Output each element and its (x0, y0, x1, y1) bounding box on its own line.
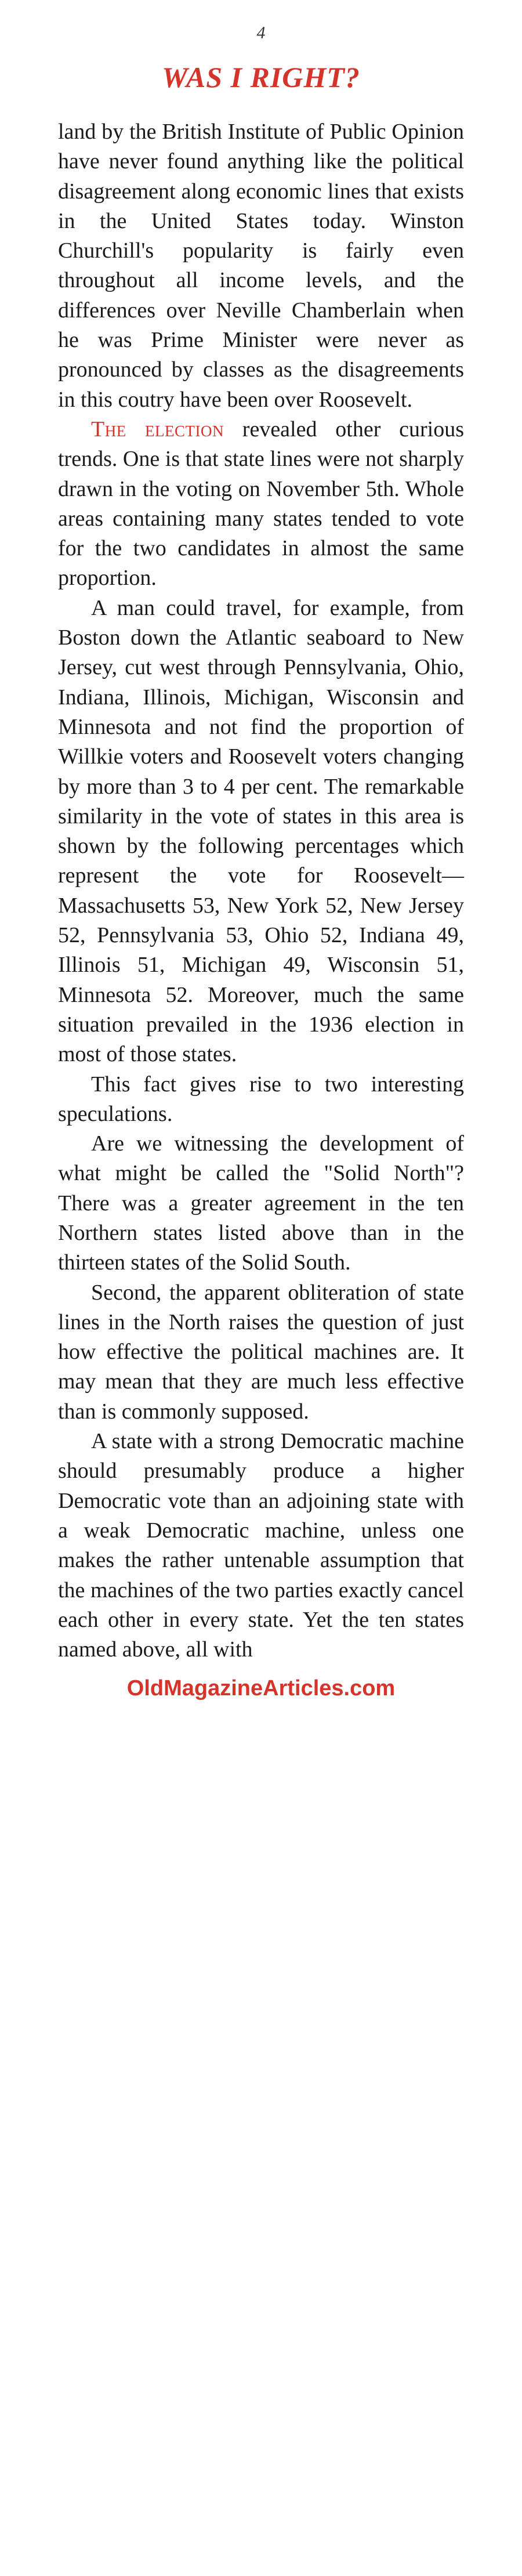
paragraph: A man could travel, for example, from Bo… (58, 594, 464, 1070)
paragraph: Are we witnessing the development of wha… (58, 1129, 464, 1278)
article-title: WAS I RIGHT? (58, 60, 464, 94)
page-number: 4 (58, 23, 464, 43)
paragraph-text: revealed other curious trends. One is th… (58, 417, 464, 590)
footer-watermark: OldMagazineArticles.com (58, 1676, 464, 1701)
paragraph: A state with a strong Democratic machine… (58, 1427, 464, 1665)
paragraph: land by the British Institute of Public … (58, 117, 464, 415)
article-body: land by the British Institute of Public … (58, 117, 464, 1665)
lead-in-red: The election (91, 417, 224, 442)
paragraph: Second, the apparent obliteration of sta… (58, 1278, 464, 1427)
paragraph: The election revealed other curious tren… (58, 415, 464, 594)
paragraph: This fact gives rise to two interesting … (58, 1070, 464, 1130)
